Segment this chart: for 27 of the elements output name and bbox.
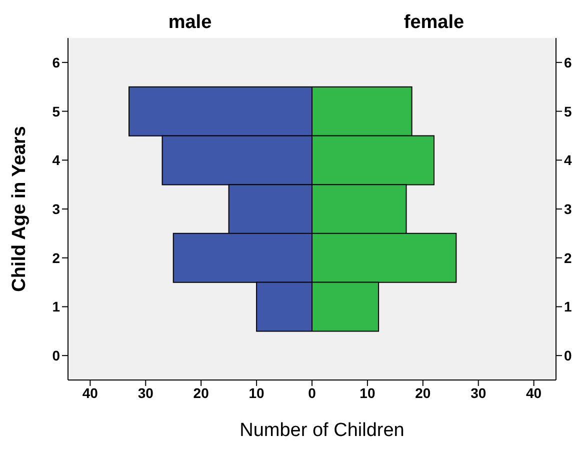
y-tick-label: 4 xyxy=(564,152,572,168)
y-tick-label: 1 xyxy=(564,298,572,315)
y-tick-label: 3 xyxy=(52,200,60,217)
chart-title: male xyxy=(167,11,213,35)
x-tick-label: 20 xyxy=(193,384,210,401)
y-axis-title: Child Age in Years xyxy=(9,126,31,292)
y-tick-label: 3 xyxy=(564,200,572,217)
y-tick-label: 2 xyxy=(564,250,572,266)
x-tick-label: 10 xyxy=(248,384,265,401)
x-tick-label: 30 xyxy=(138,384,154,401)
y-tick-label: 6 xyxy=(564,54,572,70)
x-axis-title: Number of Children xyxy=(238,420,406,442)
y-tick-label: 1 xyxy=(52,298,60,315)
x-tick-label: 10 xyxy=(360,384,376,401)
x-tick-label: 40 xyxy=(526,384,542,401)
y-tick-label: 6 xyxy=(52,54,60,70)
x-tick-label: 0 xyxy=(308,384,316,401)
x-tick-label: 40 xyxy=(82,384,98,401)
y-tick-label: 4 xyxy=(52,152,60,168)
x-tick-label: 30 xyxy=(470,384,486,401)
y-tick-label: 2 xyxy=(52,250,60,266)
chart-title: female xyxy=(402,11,466,35)
x-tick-label: 20 xyxy=(415,384,431,401)
y-tick-label: 0 xyxy=(564,348,572,364)
y-tick-label: 5 xyxy=(52,103,60,120)
y-tick-label: 5 xyxy=(564,103,572,120)
y-tick-label: 0 xyxy=(52,348,60,364)
